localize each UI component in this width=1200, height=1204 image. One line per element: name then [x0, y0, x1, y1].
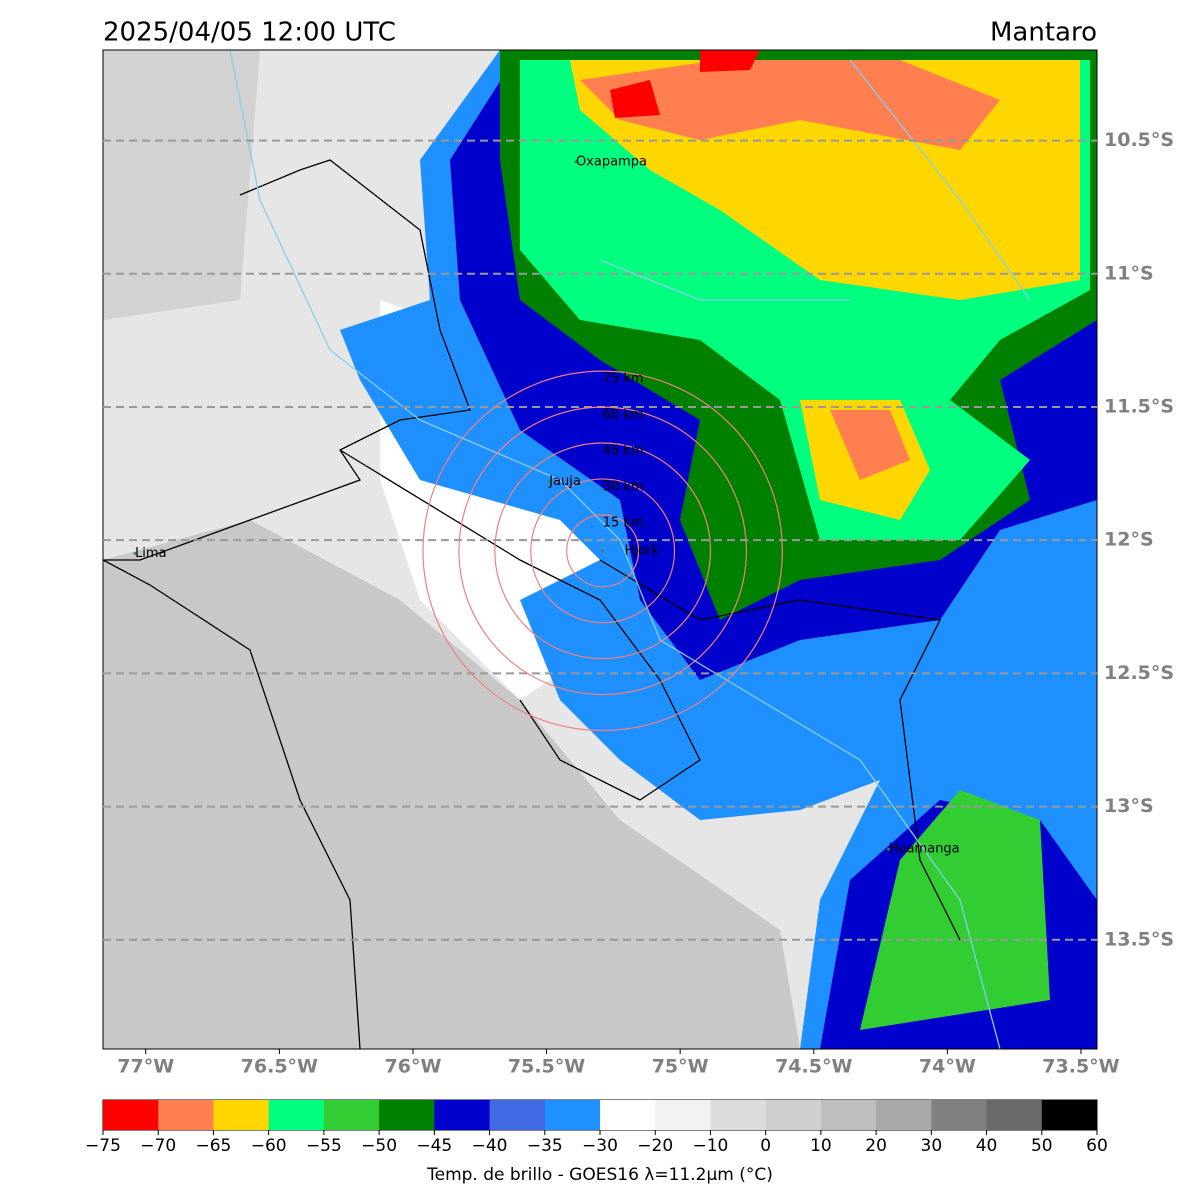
colorbar-tick-label: −70: [140, 1136, 176, 1156]
range-ring: [458, 406, 748, 696]
colorbar-tick-label: −30: [582, 1136, 618, 1156]
colorbar-segment: [820, 1100, 877, 1130]
colorbar-segment: [213, 1100, 270, 1130]
colorbar-segment: [765, 1100, 822, 1130]
colorbar-tick-label: 10: [810, 1136, 832, 1156]
colorbar-tick-label: −40: [472, 1136, 508, 1156]
x-tick-label: 76°W: [385, 1056, 442, 1078]
colorbar-segment: [544, 1100, 601, 1130]
colorbar-tick-label: −65: [195, 1136, 231, 1156]
y-tick-label: 13.5°S: [1104, 928, 1174, 950]
y-tick-label: 11°S: [1104, 262, 1154, 284]
colorbar-segment: [489, 1100, 546, 1130]
colorbar-segment: [434, 1100, 491, 1130]
colorbar-segment: [1041, 1100, 1098, 1130]
x-tick-label: 76.5°W: [241, 1056, 318, 1078]
range-ring: [494, 442, 712, 660]
colorbar-tick-label: −10: [692, 1136, 728, 1156]
range-ring-label: 75 km: [603, 372, 644, 387]
colorbar-tick-label: 30: [921, 1136, 943, 1156]
colorbar-tick-label: 60: [1086, 1136, 1108, 1156]
place-marker: [574, 160, 578, 164]
colorbar-segment: [876, 1100, 932, 1130]
colorbar-segment: [931, 1100, 988, 1130]
place-marker: [133, 551, 137, 555]
y-tick-label: 12.5°S: [1104, 662, 1174, 684]
x-tick-label: 77°W: [117, 1056, 174, 1078]
range-ring-label: 15 km: [603, 515, 644, 530]
place-label: Lima: [135, 546, 166, 561]
colorbar-segment: [655, 1100, 711, 1130]
colorbar-tick-label: 0: [760, 1136, 771, 1156]
range-ring: [530, 478, 676, 624]
x-tick-label: 74.5°W: [775, 1056, 852, 1078]
x-tick-label: 75.5°W: [508, 1056, 585, 1078]
y-tick-label: 10.5°S: [1104, 129, 1174, 151]
colorbar-segment: [103, 1100, 159, 1130]
colorbar-tick-label: −45: [416, 1136, 452, 1156]
colorbar-segment: [323, 1100, 380, 1130]
colorbar-tick-label: −55: [306, 1136, 342, 1156]
colorbar-tick-label: 20: [865, 1136, 887, 1156]
x-tick-label: 73.5°W: [1042, 1056, 1119, 1078]
region: Mantaro: [990, 18, 1097, 48]
range-ring: [422, 370, 783, 732]
colorbar-tick-label: 40: [976, 1136, 998, 1156]
colorbar-segment: [158, 1100, 214, 1130]
colorbar-segment: [710, 1100, 767, 1130]
y-tick-label: 13°S: [1104, 795, 1154, 817]
place-label: Huamanga: [889, 842, 960, 857]
title: 2025/04/05 12:00 UTC: [103, 18, 396, 48]
colorbar-label: Temp. de brillo - GOES16 λ=11.2μm (°C): [426, 1165, 773, 1185]
satellite-image: [103, 50, 1097, 1049]
y-tick-label: 12°S: [1104, 529, 1154, 551]
colorbar-tick-label: −75: [85, 1136, 121, 1156]
place-marker: [601, 549, 605, 553]
place-label: Hjork: [625, 543, 660, 558]
y-tick-label: 11.5°S: [1104, 395, 1174, 417]
colorbar-segment: [600, 1100, 656, 1130]
range-ring-label: 45 km: [603, 444, 644, 459]
place-label: Oxapampa: [576, 154, 647, 169]
colorbar-segment: [268, 1100, 325, 1130]
map-frame: [102, 49, 1098, 1050]
x-tick-label: 75°W: [652, 1056, 709, 1078]
colorbar-tick-label: −60: [251, 1136, 287, 1156]
x-tick-label: 74°W: [919, 1056, 976, 1078]
range-ring-label: 60 km: [603, 408, 644, 423]
place-marker: [547, 480, 551, 484]
range-ring-label: 30 km: [603, 479, 644, 494]
colorbar-tick-label: −50: [361, 1136, 397, 1156]
colorbar-tick-label: −20: [637, 1136, 673, 1156]
place-marker: [887, 847, 891, 851]
colorbar-tick-label: 50: [1031, 1136, 1053, 1156]
place-label: Jauja: [548, 474, 581, 489]
colorbar-segment: [986, 1100, 1043, 1130]
range-ring: [566, 514, 640, 588]
colorbar-tick-label: −35: [527, 1136, 563, 1156]
colorbar-segment: [379, 1100, 435, 1130]
